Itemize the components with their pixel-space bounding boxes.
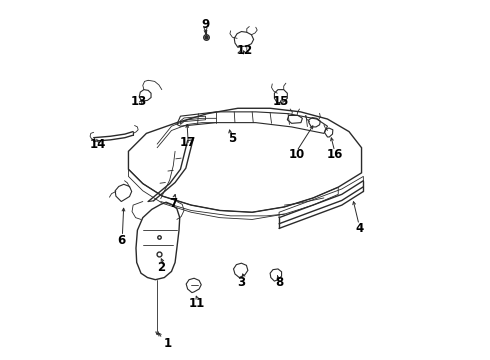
Text: 5: 5: [228, 132, 237, 145]
Text: 9: 9: [201, 18, 210, 31]
Text: 2: 2: [157, 261, 165, 274]
Text: 15: 15: [272, 95, 289, 108]
Text: 3: 3: [237, 276, 245, 289]
Text: 13: 13: [131, 95, 147, 108]
Text: 10: 10: [289, 148, 305, 161]
Text: 4: 4: [356, 222, 364, 235]
Text: 6: 6: [117, 234, 125, 247]
Text: 1: 1: [164, 337, 172, 350]
Text: 16: 16: [326, 148, 343, 161]
Text: 17: 17: [179, 136, 196, 149]
Text: 8: 8: [275, 276, 283, 289]
Text: 14: 14: [90, 138, 106, 150]
Text: 7: 7: [169, 197, 177, 210]
Text: 11: 11: [189, 297, 205, 310]
Text: 12: 12: [237, 44, 253, 57]
